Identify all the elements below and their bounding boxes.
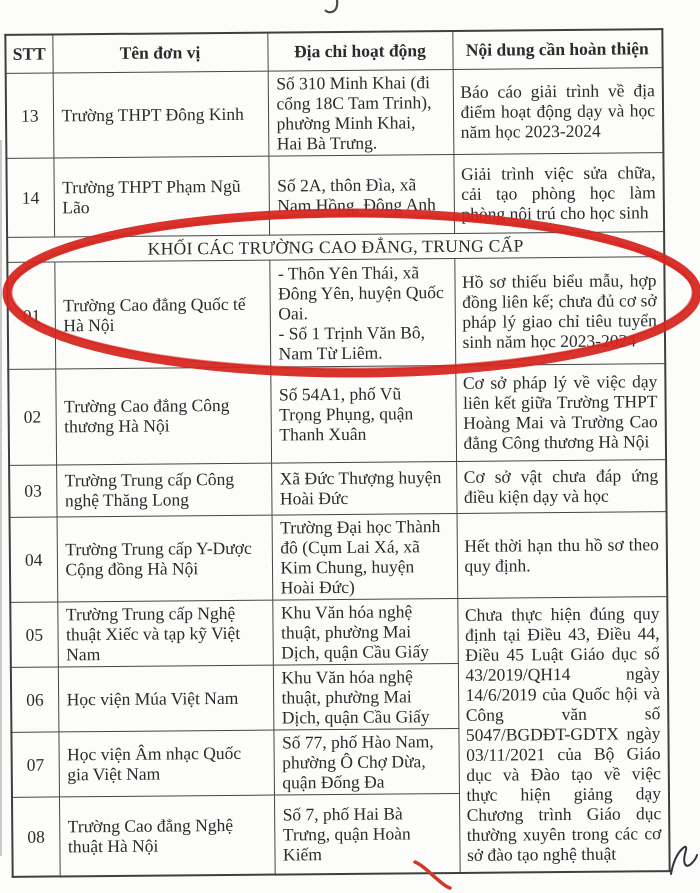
scan-edge-artifact [0, 140, 2, 856]
cut-off-character [324, 0, 339, 14]
row-stt: 01 [7, 261, 56, 369]
row-address: Khu Văn hóa nghệ thuật, phường Mai Dịch,… [272, 662, 459, 730]
row-unit-name: Trường THPT Phạm Ngũ Lão [53, 155, 270, 237]
row-stt: 07 [11, 731, 59, 797]
row-unit-name: Trường Trung cấp Nghệ thuật Xiếc và tạp … [57, 599, 273, 667]
row-address: Xã Đức Thượng huyện Hoài Đức [271, 460, 457, 515]
row-address: Số 2A, thôn Đìa, xã Nam Hồng, Đông Anh [268, 153, 455, 235]
table-row: 14 Trường THPT Phạm Ngũ Lão Số 2A, thôn … [6, 152, 665, 237]
row-unit-name: Trường Trung cấp Y-Dược Cộng đồng Hà Nội [56, 514, 273, 602]
col-header-content: Nội dung cần hoàn thiện [452, 29, 663, 69]
row-note: Cơ sở pháp lý về việc dạy liên kết giữa … [455, 363, 667, 461]
table-row: 03 Trường Trung cấp Công nghệ Thăng Long… [9, 459, 667, 517]
row-unit-name: Trường Cao đẳng Công thương Hà Nội [55, 366, 272, 465]
table-row: 05 Trường Trung cấp Nghệ thuật Xiếc và t… [10, 596, 670, 873]
row-address: Số 7, phố Hai Bà Trưng, quận Hoàn Kiếm [273, 792, 460, 875]
row-unit-name: Trường THPT Đông Kinh [52, 70, 269, 158]
row-stt: 13 [5, 72, 54, 158]
row-note: Báo cáo giải trình về địa điểm hoạt động… [452, 67, 664, 154]
row-address: Số 54A1, phố Vũ Trọng Phụng, quận Thanh … [270, 364, 457, 463]
row-stt: 02 [8, 368, 57, 465]
row-unit-name: Trường Trung cấp Công nghệ Thăng Long [56, 462, 272, 517]
table-row: 13 Trường THPT Đông Kinh Số 310 Minh Kha… [5, 67, 664, 158]
row-stt: 05 [10, 601, 58, 667]
row-stt: 14 [6, 157, 55, 237]
table-row: 02 Trường Cao đẳng Công thương Hà Nội Số… [8, 363, 667, 465]
row-address: - Thôn Yên Thái, xã Đông Yên, huyện Quốc… [269, 257, 456, 367]
col-header-unit-name: Tên đơn vị [52, 32, 268, 73]
row-unit-name: Trường Cao đẳng Quốc tế Hà Nội [54, 259, 271, 369]
col-header-stt: STT [5, 34, 53, 73]
row-address: Số 310 Minh Khai (đi cổng 18C Tam Trinh)… [267, 68, 454, 156]
ink-initial-mark [670, 845, 698, 875]
row-unit-name: Học viện Múa Việt Nam [57, 664, 274, 732]
row-note: Hồ sơ thiếu biểu mẫu, hợp đồng liên kế; … [454, 256, 666, 365]
row-unit-name: Học viện Âm nhạc Quốc gia Việt Nam [58, 729, 274, 797]
row-stt: 03 [9, 464, 57, 517]
row-note-merged: Chưa thực hiện đúng quy định tại Điều 43… [457, 596, 670, 873]
row-unit-name: Trường Cao đẳng Nghệ thuật Hà Nội [58, 794, 275, 877]
row-stt: 08 [11, 796, 60, 877]
row-note: Cơ sở vật chưa đáp ứng điều kiện dạy và … [456, 459, 667, 513]
table-row-circled: 01 Trường Cao đẳng Quốc tế Hà Nội - Thôn… [7, 256, 666, 369]
col-header-address: Địa chỉ hoạt động [267, 30, 453, 71]
row-address: Số 77, phố Hào Nam, phường Ô Chợ Dừa, qu… [273, 727, 459, 795]
row-stt: 06 [10, 666, 59, 732]
table-row: 04 Trường Trung cấp Y-Dược Cộng đồng Hà … [9, 511, 668, 602]
row-address: Khu Văn hóa nghệ thuật, phường Mai Dịch,… [272, 597, 458, 665]
row-note: Hết thời hạn thu hồ sơ theo quy định. [456, 511, 668, 598]
row-address: Trường Đại học Thành đô (Cụm Lai Xá, xã … [271, 512, 458, 600]
row-note: Giải trình việc sửa chữa, cải tạo phòng … [453, 152, 665, 233]
table-header-row: STT Tên đơn vị Địa chỉ hoạt động Nội dun… [5, 29, 663, 73]
inspection-table: STT Tên đơn vị Địa chỉ hoạt động Nội dun… [4, 28, 671, 878]
row-stt: 04 [9, 516, 58, 602]
